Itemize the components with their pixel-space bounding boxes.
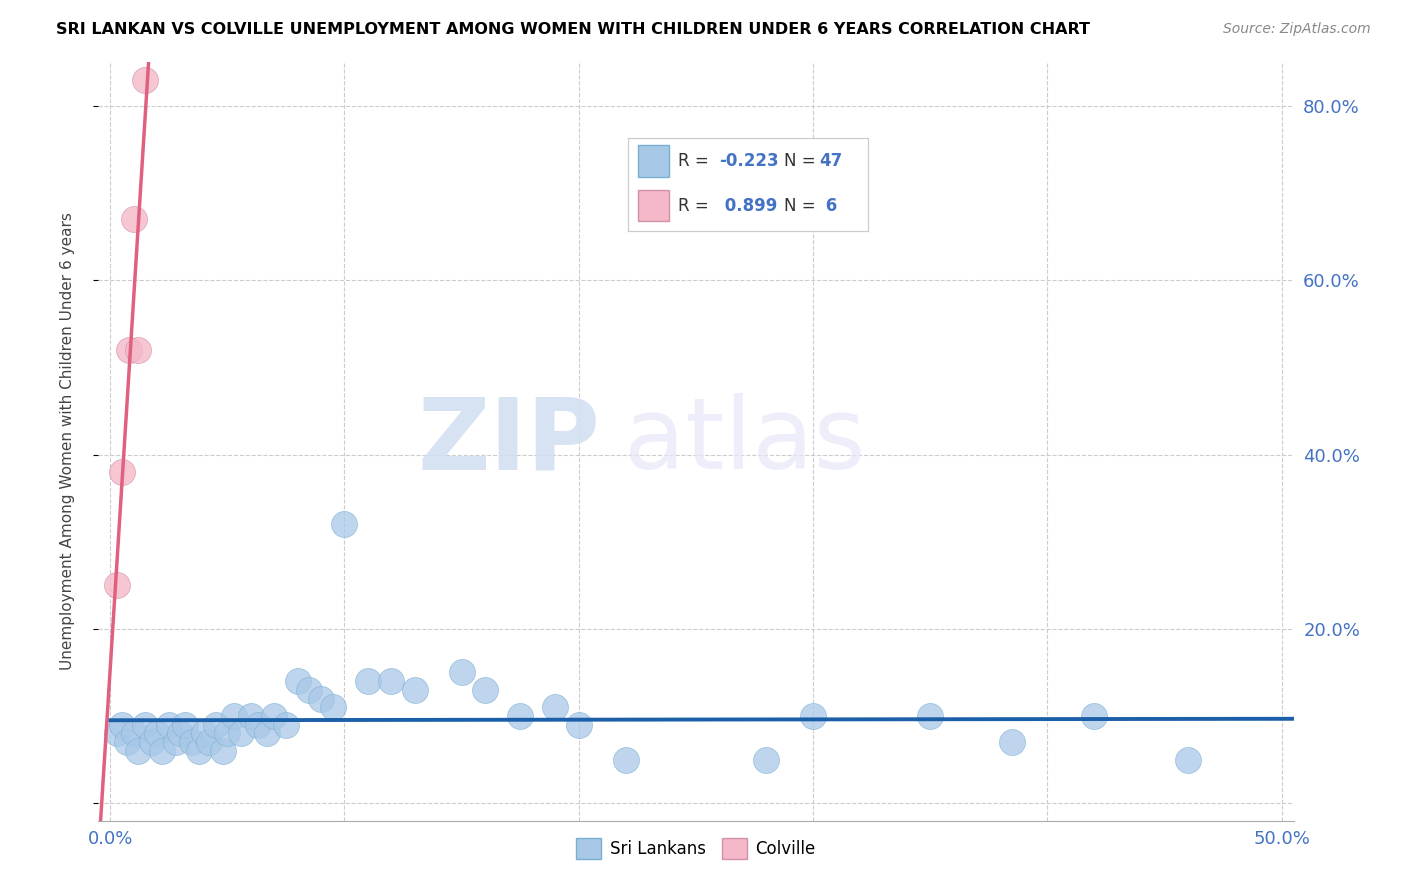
Point bbox=[309, 691, 332, 706]
Point bbox=[122, 212, 145, 227]
Point bbox=[204, 718, 226, 732]
Text: atlas: atlas bbox=[624, 393, 866, 490]
Text: 6: 6 bbox=[820, 196, 837, 215]
Point bbox=[193, 726, 215, 740]
Point bbox=[263, 709, 285, 723]
Point bbox=[274, 718, 297, 732]
Point bbox=[141, 735, 163, 749]
Point bbox=[174, 718, 197, 732]
Point bbox=[474, 682, 496, 697]
Point bbox=[118, 343, 141, 357]
Point bbox=[197, 735, 219, 749]
Point bbox=[614, 753, 637, 767]
Point bbox=[188, 744, 211, 758]
Text: Source: ZipAtlas.com: Source: ZipAtlas.com bbox=[1223, 22, 1371, 37]
Legend: Sri Lankans, Colville: Sri Lankans, Colville bbox=[569, 831, 823, 865]
Text: ZIP: ZIP bbox=[418, 393, 600, 490]
Point bbox=[755, 753, 778, 767]
Point bbox=[150, 744, 173, 758]
Point bbox=[165, 735, 187, 749]
Text: 0.899: 0.899 bbox=[718, 196, 778, 215]
Point bbox=[127, 343, 149, 357]
Point bbox=[450, 665, 472, 680]
Text: N =: N = bbox=[783, 153, 821, 170]
Point bbox=[287, 674, 309, 689]
Point bbox=[111, 465, 134, 479]
Text: R =: R = bbox=[678, 153, 714, 170]
Point bbox=[544, 700, 567, 714]
Point bbox=[1001, 735, 1024, 749]
Point bbox=[115, 735, 138, 749]
Point bbox=[246, 718, 269, 732]
Text: SRI LANKAN VS COLVILLE UNEMPLOYMENT AMONG WOMEN WITH CHILDREN UNDER 6 YEARS CORR: SRI LANKAN VS COLVILLE UNEMPLOYMENT AMON… bbox=[56, 22, 1090, 37]
Point bbox=[134, 718, 156, 732]
Point bbox=[239, 709, 262, 723]
Point bbox=[181, 735, 204, 749]
Point bbox=[134, 73, 156, 87]
Point bbox=[920, 709, 942, 723]
Point bbox=[157, 718, 180, 732]
Point bbox=[298, 682, 321, 697]
Bar bbox=[637, 190, 669, 221]
Point bbox=[1177, 753, 1199, 767]
Point bbox=[211, 744, 233, 758]
Point bbox=[231, 726, 253, 740]
Point bbox=[105, 578, 128, 592]
Point bbox=[333, 517, 356, 532]
Point bbox=[224, 709, 246, 723]
Point bbox=[380, 674, 402, 689]
Point bbox=[568, 718, 591, 732]
Point bbox=[509, 709, 531, 723]
Point bbox=[111, 718, 134, 732]
Point bbox=[404, 682, 426, 697]
Text: 47: 47 bbox=[820, 153, 844, 170]
Point bbox=[801, 709, 824, 723]
Point bbox=[105, 726, 128, 740]
Point bbox=[256, 726, 278, 740]
Y-axis label: Unemployment Among Women with Children Under 6 years: Unemployment Among Women with Children U… bbox=[60, 212, 75, 671]
Text: -0.223: -0.223 bbox=[718, 153, 779, 170]
Point bbox=[1083, 709, 1105, 723]
Point bbox=[217, 726, 239, 740]
Point bbox=[127, 744, 149, 758]
Point bbox=[322, 700, 344, 714]
Text: R =: R = bbox=[678, 196, 714, 215]
Point bbox=[146, 726, 169, 740]
Bar bbox=[637, 145, 669, 177]
Text: N =: N = bbox=[783, 196, 821, 215]
Point bbox=[357, 674, 380, 689]
Point bbox=[169, 726, 191, 740]
Point bbox=[122, 726, 145, 740]
